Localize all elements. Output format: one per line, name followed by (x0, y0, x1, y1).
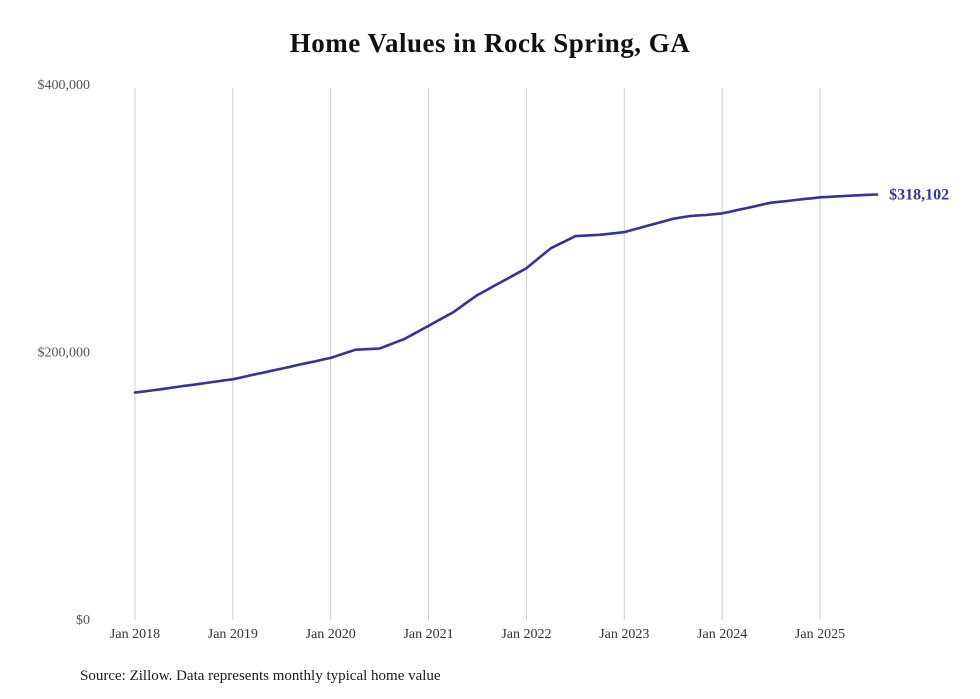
x-axis-label: Jan 2020 (306, 627, 356, 642)
x-axis-label: Jan 2024 (697, 627, 747, 642)
x-axis-label: Jan 2022 (501, 627, 551, 642)
home-value-series-line (133, 193, 879, 394)
source-note: Source: Zillow. Data represents monthly … (80, 668, 441, 684)
x-axis-label: Jan 2019 (208, 627, 258, 642)
y-axis-label: $0 (76, 613, 90, 628)
latest-value-label: $318,102 (889, 187, 949, 204)
x-axis-label: Jan 2021 (403, 627, 453, 642)
y-axis-label: $400,000 (38, 78, 91, 93)
line-chart: Jan 2018 Jan 2019 Jan 2020 Jan 2021 Jan 2022… (38, 78, 950, 642)
y-axis-label: $200,000 (38, 346, 91, 361)
x-axis-label: Jan 2018 (110, 627, 160, 642)
x-axis-label: Jan 2023 (599, 627, 649, 642)
x-axis-label: Jan 2025 (795, 627, 845, 642)
chart-title: Home Values in Rock Spring, GA (289, 28, 691, 58)
